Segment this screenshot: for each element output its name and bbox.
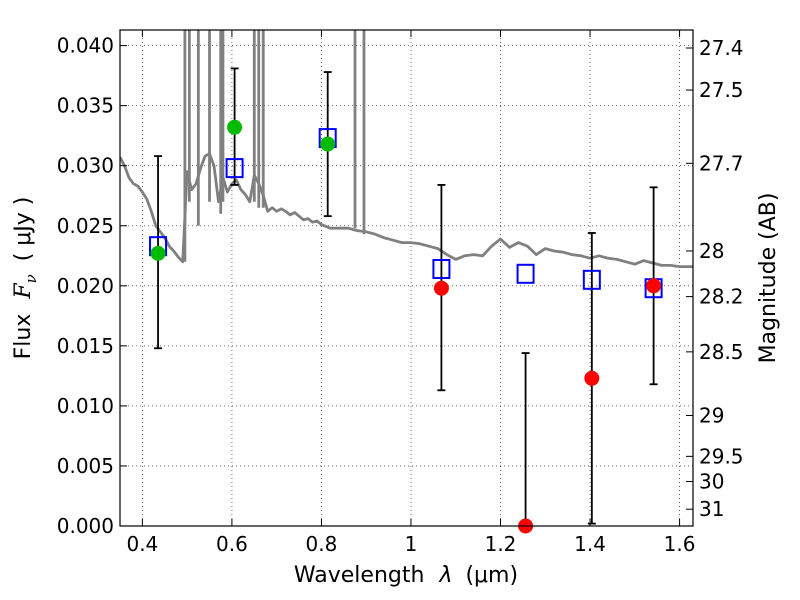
y-axis: 0.000 0.005 0.010 0.015 0.020 0.025 0.030 0.035… bbox=[57, 34, 127, 538]
x-tick-label-5: 1.4 bbox=[574, 532, 606, 556]
markers bbox=[149, 119, 663, 534]
y-axis-label-word: Flux bbox=[11, 314, 36, 360]
plot-frame bbox=[119, 29, 694, 527]
y-axis-label-unit-open: ( bbox=[11, 246, 36, 262]
circle-marker-1-0 bbox=[150, 245, 166, 261]
square-marker-1 bbox=[225, 158, 244, 179]
y-tick-label-1: 0.005 bbox=[57, 454, 114, 478]
circle-marker-1-2 bbox=[320, 136, 336, 152]
circle-marker-2-3 bbox=[646, 278, 662, 294]
y2-tick-label-1: 27.5 bbox=[699, 78, 744, 102]
circle-marker-1-1 bbox=[227, 119, 243, 135]
y-tick-label-0: 0.000 bbox=[57, 514, 114, 538]
x-axis-label-symbol: λ bbox=[438, 563, 452, 588]
square-marker-3 bbox=[432, 258, 451, 279]
y2-axis-label: Magnitude (AB) bbox=[756, 193, 781, 364]
y-tick-label-8: 0.040 bbox=[57, 34, 114, 58]
y2-tick-label-3: 28 bbox=[699, 239, 724, 263]
y-tick-label-2: 0.010 bbox=[57, 394, 114, 418]
x-axis-label-word: Wavelength bbox=[294, 563, 425, 588]
y-tick-label-5: 0.025 bbox=[57, 214, 114, 238]
y2-tick-label-0: 27.4 bbox=[699, 36, 744, 60]
x-axis-label: Wavelength λ (μm) bbox=[294, 563, 518, 588]
square-marker-4 bbox=[516, 263, 535, 284]
y2-axis: 27.4 27.5 27.7 28 28.2 28.5 29 29.530 31 bbox=[686, 36, 744, 521]
x-tick-label-6: 1.6 bbox=[664, 532, 696, 556]
y2-tick-label-8: 30 bbox=[699, 470, 724, 494]
circle-marker-2-2 bbox=[584, 370, 600, 386]
y2-tick-label-6: 29 bbox=[699, 404, 724, 428]
y-axis-label: Flux Fν ( μJy ) bbox=[11, 197, 42, 360]
x-tick-label-4: 1.2 bbox=[485, 532, 517, 556]
square-marker-5 bbox=[582, 269, 601, 290]
x-axis-label-unit: (μm) bbox=[465, 563, 518, 588]
y-axis-label-symbol: F bbox=[11, 283, 36, 300]
x-tick-label-3: 1 bbox=[405, 532, 418, 556]
x-tick-label-1: 0.6 bbox=[216, 532, 248, 556]
y2-tick-label-7: 29.5 bbox=[699, 444, 744, 468]
y2-tick-label-9: 31 bbox=[699, 497, 724, 521]
y2-tick-label-4: 28.2 bbox=[699, 285, 744, 309]
y2-tick-label-2: 27.7 bbox=[699, 151, 744, 175]
y-tick-label-7: 0.035 bbox=[57, 94, 114, 118]
x-tick-label-2: 0.8 bbox=[306, 532, 338, 556]
grid bbox=[120, 30, 693, 527]
x-tick-label-0: 0.4 bbox=[126, 532, 158, 556]
y-axis-label-unit: μJy bbox=[11, 212, 36, 246]
y-axis-label-subscript: ν bbox=[22, 274, 40, 283]
circle-marker-2-0 bbox=[433, 280, 449, 296]
y-tick-label-3: 0.015 bbox=[57, 334, 114, 358]
y2-tick-label-5: 28.5 bbox=[699, 340, 744, 364]
y-tick-label-4: 0.020 bbox=[57, 274, 114, 298]
plot-background bbox=[120, 30, 693, 526]
y-axis-label-unit-close: ) bbox=[11, 197, 36, 213]
model-spectrum bbox=[120, 30, 693, 269]
x-axis: 0.4 0.6 0.8 1 1.2 1.4 1.6 bbox=[126, 30, 695, 556]
y-tick-label-6: 0.030 bbox=[57, 154, 114, 178]
